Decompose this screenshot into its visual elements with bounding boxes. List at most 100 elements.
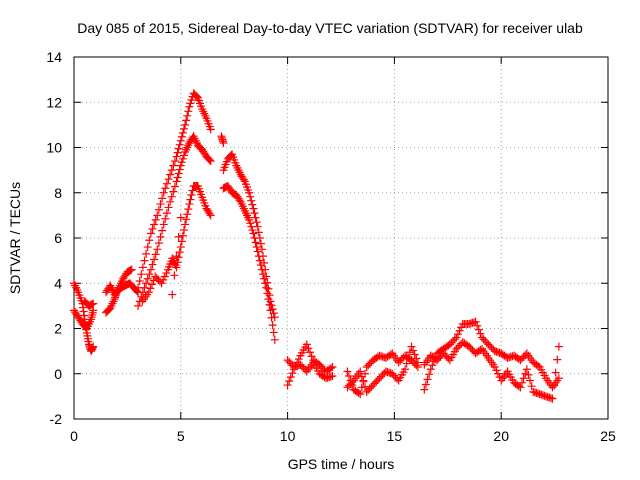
data-point bbox=[89, 306, 98, 315]
data-point bbox=[490, 362, 499, 371]
tick-labels: 0 5 10 15 20 25 -2 0 2 4 6 8 10 12 14 bbox=[46, 49, 616, 444]
series-track-i bbox=[168, 213, 185, 299]
series-track-q bbox=[420, 317, 563, 394]
data-point bbox=[254, 252, 263, 261]
data-point bbox=[426, 365, 435, 374]
data-point bbox=[206, 125, 215, 134]
data-point bbox=[158, 226, 167, 235]
data-point bbox=[183, 111, 192, 120]
data-point bbox=[186, 99, 195, 108]
data-point bbox=[154, 239, 163, 248]
data-points bbox=[70, 89, 563, 403]
data-point bbox=[247, 196, 256, 205]
data-point bbox=[175, 140, 184, 149]
data-point bbox=[133, 287, 142, 296]
data-point bbox=[143, 274, 152, 283]
data-point bbox=[168, 290, 177, 299]
data-point bbox=[145, 270, 154, 279]
series-track-c bbox=[80, 297, 98, 310]
data-point bbox=[174, 232, 183, 241]
data-point bbox=[518, 378, 527, 387]
data-point bbox=[146, 229, 155, 238]
data-point bbox=[306, 348, 315, 357]
data-point bbox=[248, 200, 257, 209]
data-point bbox=[550, 381, 559, 390]
y-tick-label: 2 bbox=[54, 321, 62, 337]
axis-ticks bbox=[73, 56, 609, 420]
data-point bbox=[175, 165, 184, 174]
data-point bbox=[151, 215, 160, 224]
data-point bbox=[261, 279, 270, 288]
data-point bbox=[425, 370, 434, 379]
data-point bbox=[146, 284, 155, 293]
x-axis-label: GPS time / hours bbox=[288, 456, 395, 472]
data-point bbox=[263, 289, 272, 298]
data-point bbox=[172, 252, 181, 261]
series-track-p bbox=[343, 342, 422, 396]
data-point bbox=[524, 370, 533, 379]
data-point bbox=[522, 365, 531, 374]
data-point bbox=[260, 274, 269, 283]
data-point bbox=[206, 157, 215, 166]
data-point bbox=[516, 383, 525, 392]
data-point bbox=[257, 245, 266, 254]
data-point bbox=[172, 152, 181, 161]
data-point bbox=[205, 155, 214, 164]
y-tick-label: 10 bbox=[46, 140, 62, 156]
data-point bbox=[239, 175, 248, 184]
data-point bbox=[150, 220, 159, 229]
data-point bbox=[455, 326, 464, 335]
data-point bbox=[142, 249, 151, 258]
data-point bbox=[304, 344, 313, 353]
data-point bbox=[471, 317, 480, 326]
data-point bbox=[143, 243, 152, 252]
data-point bbox=[452, 333, 461, 342]
series-track-h bbox=[138, 181, 215, 306]
data-point bbox=[161, 184, 170, 193]
data-point bbox=[173, 173, 182, 182]
data-point bbox=[184, 107, 193, 116]
data-point bbox=[167, 166, 176, 175]
data-point bbox=[262, 283, 271, 292]
data-point bbox=[184, 205, 193, 214]
data-point bbox=[153, 211, 162, 220]
data-point bbox=[147, 280, 156, 289]
x-tick-label: 20 bbox=[493, 428, 509, 444]
series-track-l bbox=[217, 132, 228, 147]
data-point bbox=[181, 120, 190, 129]
x-tick-label: 15 bbox=[387, 428, 403, 444]
data-point bbox=[474, 325, 483, 334]
data-point bbox=[162, 269, 171, 278]
data-point bbox=[285, 377, 294, 386]
data-point bbox=[178, 128, 187, 137]
data-point bbox=[493, 369, 502, 378]
data-point bbox=[256, 261, 265, 270]
data-point bbox=[180, 124, 189, 133]
data-point bbox=[166, 170, 175, 179]
data-point bbox=[307, 352, 316, 361]
data-point bbox=[554, 374, 563, 383]
data-point bbox=[551, 368, 560, 377]
data-point bbox=[178, 154, 187, 163]
data-point bbox=[173, 148, 182, 157]
data-point bbox=[250, 234, 259, 242]
grid bbox=[74, 57, 608, 419]
series-track-b bbox=[70, 279, 98, 356]
data-point bbox=[527, 382, 536, 391]
data-point bbox=[286, 373, 295, 382]
data-point bbox=[268, 321, 277, 330]
data-point bbox=[182, 215, 191, 224]
data-point bbox=[89, 299, 98, 308]
data-point bbox=[421, 380, 430, 389]
x-tick-label: 25 bbox=[600, 428, 616, 444]
data-point bbox=[177, 132, 186, 141]
data-point bbox=[164, 203, 173, 212]
y-axis-label: SDTVAR / TECUs bbox=[7, 182, 23, 294]
data-point bbox=[172, 177, 181, 186]
data-point bbox=[356, 367, 365, 376]
data-point bbox=[176, 136, 185, 145]
data-point bbox=[162, 209, 171, 218]
data-point bbox=[246, 219, 255, 228]
data-point bbox=[420, 385, 429, 394]
